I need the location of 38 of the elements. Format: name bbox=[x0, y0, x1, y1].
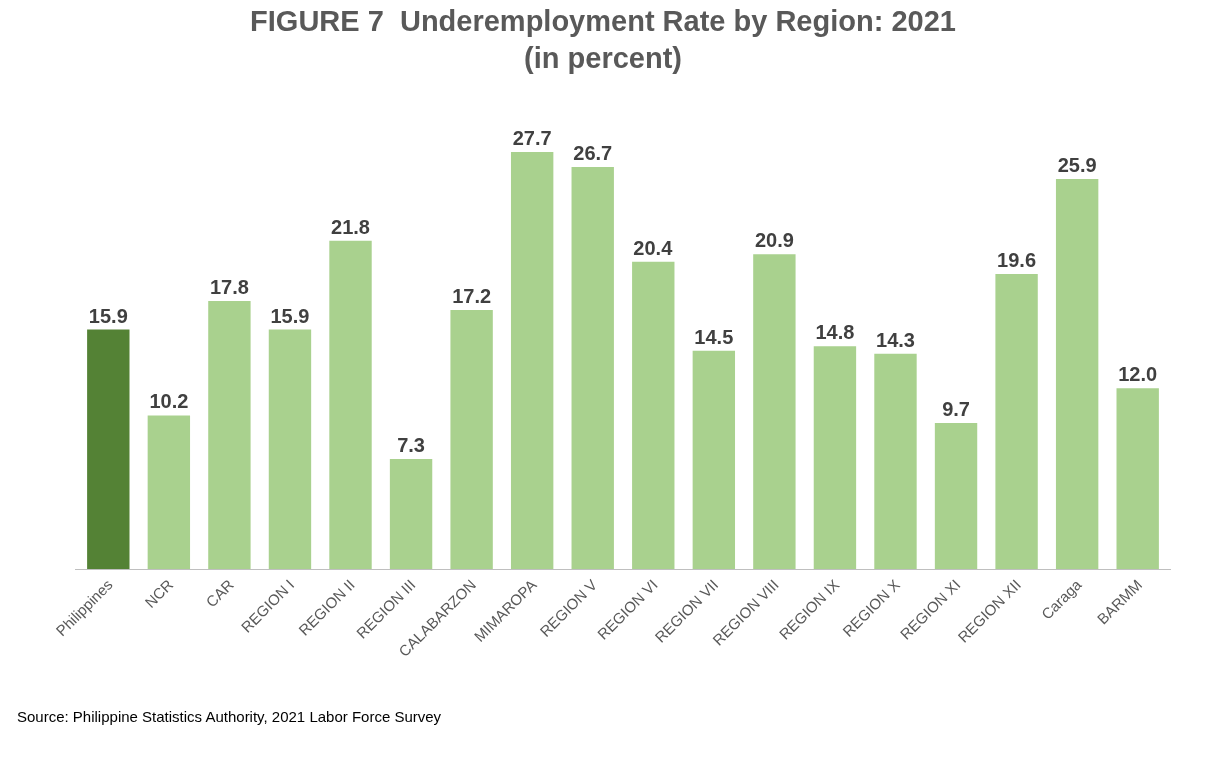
bar bbox=[692, 350, 736, 569]
bar bbox=[632, 261, 675, 569]
data-label: 25.9 bbox=[1057, 154, 1097, 177]
data-label: 20.9 bbox=[754, 229, 794, 252]
bar bbox=[208, 301, 251, 569]
bar bbox=[1116, 388, 1159, 569]
data-label: 10.2 bbox=[149, 390, 189, 413]
bar bbox=[1055, 179, 1099, 569]
data-label: 19.6 bbox=[997, 248, 1037, 271]
data-label: 14.3 bbox=[876, 328, 915, 351]
data-label: 17.8 bbox=[209, 276, 249, 298]
data-label: 14.8 bbox=[815, 321, 855, 344]
data-label: 9.7 bbox=[942, 397, 970, 420]
bar bbox=[147, 415, 191, 569]
data-label: 26.7 bbox=[573, 142, 613, 165]
bar bbox=[389, 459, 433, 569]
bar bbox=[510, 151, 554, 569]
data-label: 27.7 bbox=[512, 126, 552, 149]
bar bbox=[934, 422, 978, 569]
bar bbox=[87, 329, 130, 569]
data-label: 15.9 bbox=[88, 304, 128, 327]
bar bbox=[450, 310, 493, 569]
bar bbox=[753, 254, 796, 569]
bar bbox=[813, 346, 857, 569]
bar bbox=[329, 240, 372, 569]
bar bbox=[571, 167, 614, 569]
bar bbox=[995, 273, 1038, 569]
data-label: 14.5 bbox=[694, 325, 734, 348]
data-label: 12.0 bbox=[1118, 363, 1158, 386]
chart-title: FIGURE 7 Underemployment Rate by Region: 2021 (in percent) bbox=[250, 4, 956, 75]
data-label: 7.3 bbox=[397, 434, 425, 457]
bar bbox=[874, 353, 917, 569]
source-note: Source: Philippine Statistics Authority, 2021 Labor Force Survey bbox=[17, 708, 442, 725]
data-label: 17.2 bbox=[452, 285, 492, 308]
data-label: 21.8 bbox=[331, 215, 370, 238]
bar bbox=[268, 329, 312, 569]
data-label: 15.9 bbox=[270, 304, 310, 327]
data-label: 20.4 bbox=[633, 236, 674, 259]
